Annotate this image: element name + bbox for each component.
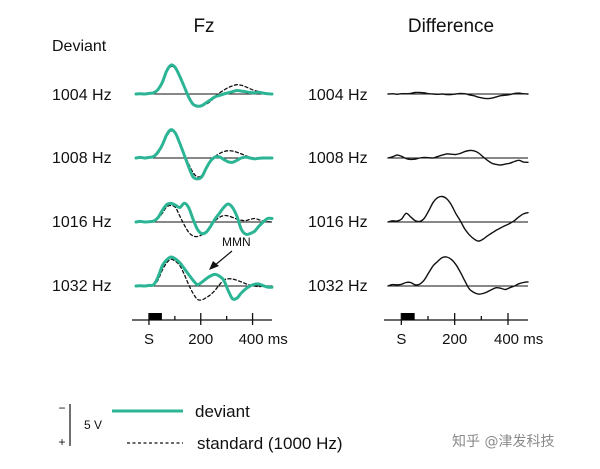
row-label-right: 1008 Hz bbox=[308, 150, 368, 167]
tick-label-right: S bbox=[396, 331, 406, 348]
fz-deviant-trace bbox=[134, 255, 274, 301]
panel-title-difference: Difference bbox=[408, 16, 494, 37]
stimulus-bar-right bbox=[401, 313, 415, 320]
fz-standard-trace bbox=[135, 65, 273, 107]
watermark: 知乎 @津发科技 bbox=[452, 433, 554, 450]
tick-label-left: 400 ms bbox=[239, 331, 288, 348]
row-label-right: 1004 Hz bbox=[308, 87, 368, 104]
trace-layer bbox=[134, 63, 529, 301]
row-label-left: 1004 Hz bbox=[52, 87, 112, 104]
tick-label-right: 400 ms bbox=[494, 331, 543, 348]
stimulus-bar-left bbox=[148, 313, 162, 320]
mmn-arrow bbox=[209, 250, 233, 270]
panel-title-fz: Fz bbox=[193, 16, 214, 37]
legend-label-standard: standard (1000 Hz) bbox=[197, 434, 343, 453]
fz-deviant-trace bbox=[134, 201, 274, 236]
row-label-left: 1016 Hz bbox=[52, 214, 112, 231]
difference-trace bbox=[387, 149, 529, 166]
scale-bar-plus: + bbox=[58, 435, 65, 449]
fz-deviant-trace bbox=[134, 128, 274, 181]
row-label-right: 1016 Hz bbox=[308, 214, 368, 231]
row-label-right: 1032 Hz bbox=[308, 278, 368, 295]
tick-label-left: S bbox=[144, 331, 154, 348]
mmn-annotation: MMN bbox=[222, 235, 251, 249]
corner-label-deviant: Deviant bbox=[52, 38, 107, 55]
tick-label-left: 200 bbox=[188, 331, 213, 348]
tick-label-right: 200 bbox=[442, 331, 467, 348]
difference-trace bbox=[387, 195, 529, 242]
fz-deviant-trace bbox=[134, 63, 274, 108]
legend: − + 5 V deviant standard (1000 Hz) bbox=[58, 401, 342, 453]
row-label-left: 1032 Hz bbox=[52, 278, 112, 295]
scale-bar-minus: − bbox=[58, 401, 65, 415]
scale-bar-label: 5 V bbox=[84, 418, 102, 432]
row-label-left: 1008 Hz bbox=[52, 150, 112, 167]
legend-label-deviant: deviant bbox=[195, 402, 250, 421]
difference-trace bbox=[387, 256, 529, 295]
time-axes: S 200 400 ms S 200 400 ms bbox=[132, 313, 543, 348]
difference-trace bbox=[387, 91, 529, 100]
